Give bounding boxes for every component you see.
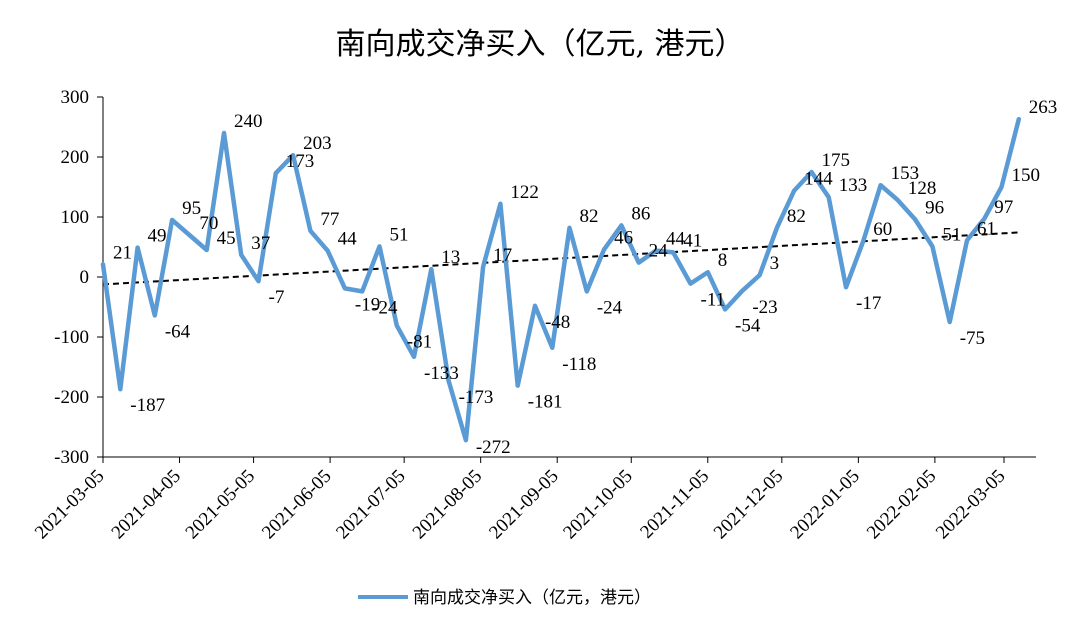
data-label: 77 — [320, 209, 339, 230]
data-label: 133 — [839, 175, 868, 196]
data-label: -24 — [597, 297, 623, 318]
x-tick-label: 2021-10-05 — [559, 466, 637, 544]
data-label: 122 — [510, 182, 538, 203]
data-label: 240 — [234, 111, 263, 132]
data-label: 203 — [303, 133, 332, 154]
data-label: -173 — [459, 387, 494, 408]
x-tick-label: 2021-11-05 — [636, 466, 713, 543]
data-label: -7 — [269, 287, 285, 308]
data-label: -24 — [372, 297, 398, 318]
x-tick-label: 2022-03-05 — [932, 466, 1010, 544]
data-label: 128 — [908, 178, 937, 199]
data-label: -17 — [856, 293, 881, 314]
x-tick-label: 2021-12-05 — [710, 466, 788, 544]
data-label: 24 — [649, 241, 669, 262]
y-tick-label: -100 — [54, 327, 89, 348]
data-label: 41 — [683, 230, 702, 251]
data-label: 144 — [804, 169, 833, 190]
data-label: 60 — [873, 219, 892, 240]
data-label: -187 — [130, 395, 165, 416]
data-label: 150 — [1012, 165, 1041, 186]
data-label: 3 — [770, 253, 780, 274]
x-tick-label: 2022-02-05 — [863, 466, 941, 544]
data-label: 70 — [199, 213, 218, 234]
data-label: 153 — [891, 163, 920, 184]
data-label: 21 — [113, 242, 132, 263]
data-label: -19 — [355, 294, 380, 315]
data-label: -81 — [407, 332, 432, 353]
chart-title: 南向成交净买入（亿元, 港元） — [335, 27, 744, 62]
data-label: 13 — [441, 247, 460, 268]
data-label: -118 — [562, 354, 596, 375]
data-label: -11 — [701, 290, 726, 311]
x-tick-label: 2021-04-05 — [108, 466, 186, 544]
data-label: 46 — [614, 227, 633, 248]
data-label: 17 — [493, 245, 512, 266]
data-label: 44 — [666, 229, 686, 250]
data-label: -64 — [165, 321, 191, 342]
data-label: -23 — [752, 297, 777, 318]
data-label: 86 — [631, 203, 650, 224]
x-tick-label: 2021-06-05 — [258, 466, 336, 544]
data-label: -272 — [476, 437, 511, 458]
y-tick-label: 200 — [61, 147, 90, 168]
series-layer — [100, 116, 1022, 443]
data-label: 96 — [925, 197, 944, 218]
data-label: 82 — [787, 206, 806, 227]
data-label: 82 — [580, 206, 599, 227]
data-label: 45 — [217, 228, 236, 249]
y-tick-label: 300 — [61, 87, 90, 108]
data-label: -133 — [424, 363, 459, 384]
data-labels: 21-18749-6495704524037-71732037744-19-24… — [113, 97, 1057, 458]
data-label: 173 — [286, 151, 315, 172]
x-tick-label: 2021-03-05 — [31, 466, 109, 544]
data-label: -54 — [735, 315, 761, 336]
x-tick-label: 2021-09-05 — [485, 466, 563, 544]
x-tick-label: 2021-08-05 — [409, 466, 487, 544]
x-tick-label: 2022-01-05 — [786, 466, 864, 544]
legend-label: 南向成交净买入（亿元，港元） — [413, 588, 651, 608]
legend: 南向成交净买入（亿元，港元） — [358, 588, 651, 608]
data-label: 49 — [148, 226, 167, 247]
x-tick-label: 2021-07-05 — [332, 466, 410, 544]
data-label: -181 — [528, 392, 563, 413]
y-tick-label: 0 — [80, 267, 90, 288]
data-label: 51 — [389, 224, 408, 245]
data-label: 44 — [338, 229, 358, 250]
y-tick-label: 100 — [61, 207, 90, 228]
data-label: -48 — [545, 312, 570, 333]
y-tick-label: -300 — [54, 447, 89, 468]
data-label: 51 — [942, 224, 961, 245]
data-label: 8 — [718, 250, 728, 271]
data-label: -75 — [960, 328, 985, 349]
data-label: 95 — [182, 198, 201, 219]
x-tick-label: 2021-05-05 — [182, 466, 260, 544]
y-tick-label: -200 — [54, 387, 89, 408]
data-label: 37 — [251, 233, 270, 254]
data-label: 175 — [821, 150, 850, 171]
data-label: 263 — [1029, 97, 1058, 118]
data-label: 97 — [994, 197, 1013, 218]
data-label: 61 — [977, 218, 996, 239]
series-line — [100, 116, 1022, 443]
